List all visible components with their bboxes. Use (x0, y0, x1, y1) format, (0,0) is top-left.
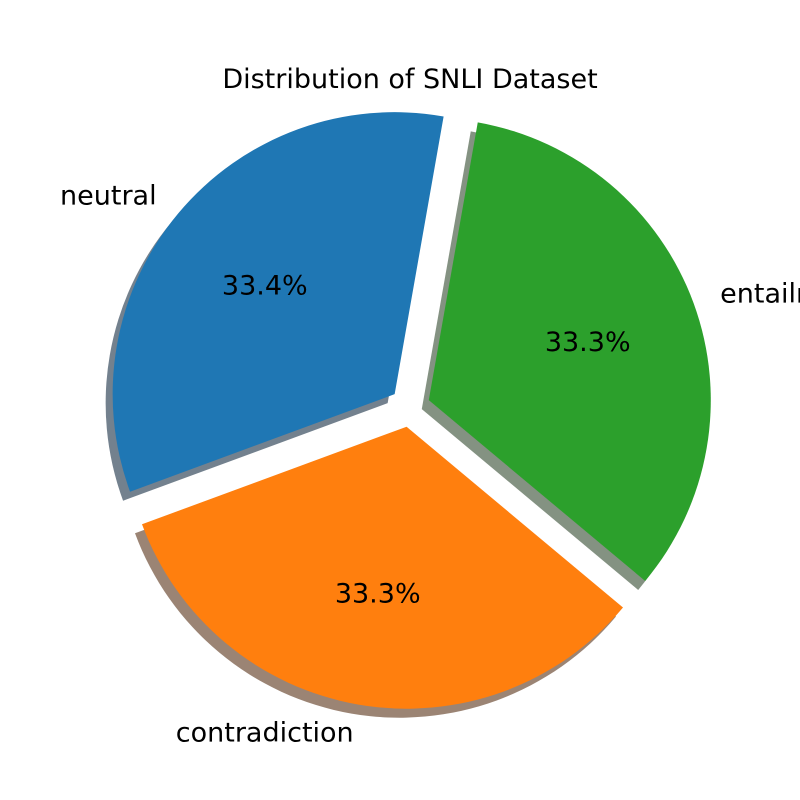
slice-label-entailment: entailment (720, 279, 800, 310)
slice-label-neutral: neutral (60, 180, 157, 211)
slice-label-contradiction: contradiction (176, 717, 354, 748)
slice-labels: neutral 33.4% contradiction 33.3% entailment… (60, 180, 800, 748)
pct-label-contradiction: 33.3% (335, 578, 421, 609)
pct-label-entailment: 33.3% (545, 327, 631, 358)
slice-entailment (428, 122, 711, 581)
slice-contradiction (142, 426, 623, 709)
chart-title: Distribution of SNLI Dataset (222, 64, 597, 95)
slice-neutral (112, 112, 444, 492)
slices (112, 112, 711, 709)
pct-label-neutral: 33.4% (222, 271, 308, 302)
